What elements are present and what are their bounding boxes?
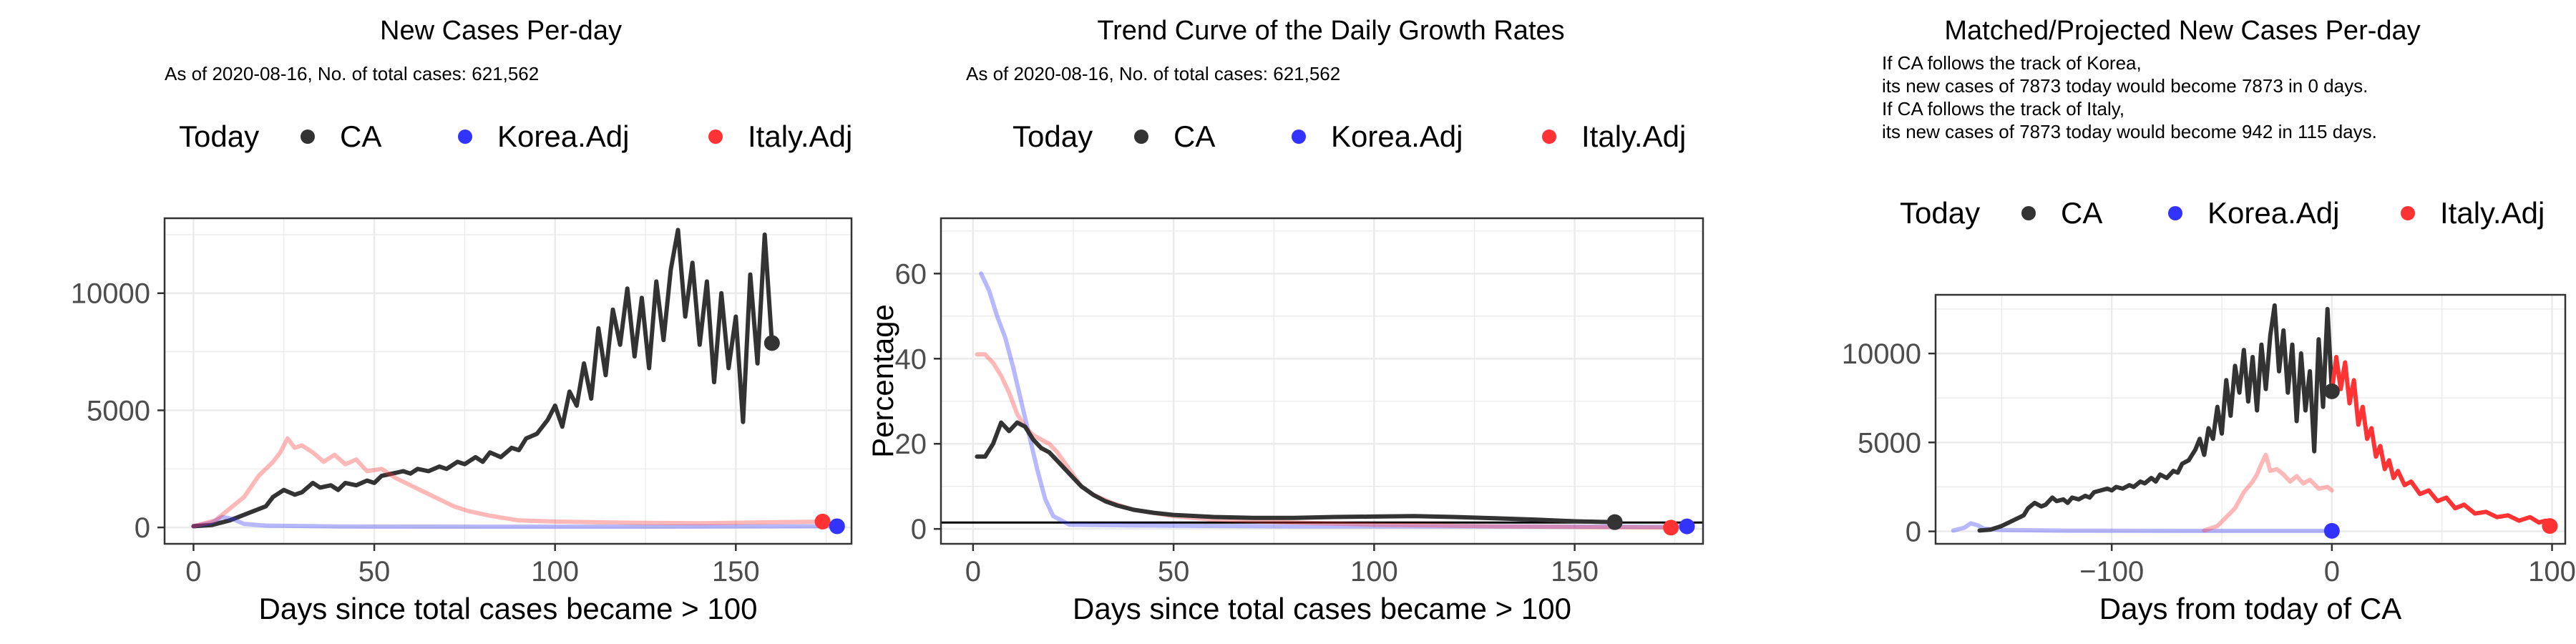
x-tick-label: 150 bbox=[1551, 556, 1599, 587]
y-tick-label: 5000 bbox=[1858, 427, 1921, 459]
series-line-italy bbox=[191, 436, 825, 529]
y-tick-label: 0 bbox=[911, 514, 927, 545]
legend-key-korea-adj bbox=[458, 130, 472, 144]
plot-frame bbox=[940, 217, 1704, 545]
series-line-korea bbox=[191, 514, 839, 530]
y-axis-label: Percentage bbox=[866, 304, 899, 458]
chart-subtitle: If CA follows the track of Korea, bbox=[1882, 52, 2142, 74]
y-tick-label: 60 bbox=[895, 258, 927, 290]
chart-panel-3: Matched/Projected New Cases Per-day If CA… bbox=[1842, 16, 2576, 625]
y-tick-label: 10000 bbox=[71, 278, 150, 310]
grid bbox=[165, 218, 852, 544]
chart-subtitle: If CA follows the track of Italy, bbox=[1882, 98, 2124, 119]
series-line-ca bbox=[191, 228, 774, 529]
legend: Today CA Korea.Adj Italy.Adj bbox=[1013, 119, 1686, 153]
today-point-italy bbox=[2542, 518, 2558, 535]
chart-title: New Cases Per-day bbox=[380, 16, 622, 46]
today-point-korea bbox=[1679, 518, 1695, 535]
x-tick-label: 50 bbox=[1158, 556, 1190, 587]
y-tick-label: 20 bbox=[895, 429, 927, 460]
series-line-ca bbox=[975, 420, 1617, 525]
series-line-italy bbox=[975, 352, 1674, 530]
legend-key-italy-adj bbox=[1542, 130, 1556, 144]
legend-label: CA bbox=[1174, 119, 1215, 153]
chart-panel-1: New Cases Per-day As of 2020-08-16, No. o… bbox=[71, 16, 853, 625]
legend-label: Italy.Adj bbox=[2440, 196, 2545, 230]
x-tick-label: 0 bbox=[2324, 556, 2340, 587]
legend-title: Today bbox=[1013, 119, 1093, 153]
legend-key-korea-adj bbox=[1292, 130, 1306, 144]
plot-frame bbox=[1934, 293, 2567, 545]
chart-subtitle: As of 2020-08-16, No. of total cases: 62… bbox=[165, 63, 539, 84]
legend: Today CA Korea.Adj Italy.Adj bbox=[179, 119, 852, 153]
legend-label: Korea.Adj bbox=[1331, 119, 1463, 153]
today-point-italy bbox=[1663, 519, 1679, 536]
legend-label: Korea.Adj bbox=[497, 119, 629, 153]
today-point-ca bbox=[1606, 514, 1623, 530]
chart-title: Matched/Projected New Cases Per-day bbox=[1944, 16, 2420, 46]
today-point-korea bbox=[2323, 522, 2340, 539]
legend-key-italy-adj bbox=[708, 130, 723, 144]
y-tick-label: 10000 bbox=[1842, 338, 1921, 370]
x-axis-label: Days from today of CA bbox=[2099, 592, 2401, 625]
today-point-italy bbox=[814, 513, 831, 530]
chart-subtitle: its new cases of 7873 today would become… bbox=[1882, 121, 2377, 142]
x-tick-label: 50 bbox=[358, 556, 391, 587]
legend-label: Italy.Adj bbox=[748, 119, 852, 153]
x-axis-label: Days since total cases became > 100 bbox=[259, 592, 758, 625]
legend-title: Today bbox=[179, 119, 259, 153]
series-line-korea bbox=[1951, 521, 2334, 533]
chart-panel-2: Trend Curve of the Daily Growth Rates As … bbox=[866, 16, 1704, 625]
legend-key-ca bbox=[301, 130, 315, 144]
legend-label: Italy.Adj bbox=[1581, 119, 1686, 153]
chart-subtitle: its new cases of 7873 today would become… bbox=[1882, 75, 2368, 97]
x-tick-label: 0 bbox=[965, 556, 981, 587]
grid bbox=[1936, 295, 2565, 544]
legend-label: CA bbox=[2061, 196, 2102, 230]
legend-label: Korea.Adj bbox=[2207, 196, 2339, 230]
series-line-korea bbox=[979, 271, 1682, 530]
today-point-ca bbox=[763, 335, 780, 351]
x-tick-label: 150 bbox=[712, 556, 760, 587]
today-point-korea bbox=[829, 518, 845, 535]
series-line-italy bbox=[2202, 452, 2334, 533]
grid bbox=[941, 218, 1703, 544]
x-tick-label: 100 bbox=[1350, 556, 1398, 587]
chart-title: Trend Curve of the Daily Growth Rates bbox=[1097, 16, 1564, 46]
x-tick-label: 0 bbox=[185, 556, 201, 587]
plot-frame bbox=[163, 217, 853, 545]
series-line-italy bbox=[2329, 355, 2552, 529]
legend: Today CA Korea.Adj Italy.Adj bbox=[1900, 196, 2545, 230]
x-tick-label: 100 bbox=[2528, 556, 2576, 587]
legend-title: Today bbox=[1900, 196, 1980, 230]
today-point-ca bbox=[2323, 383, 2340, 399]
x-axis-label: Days since total cases became > 100 bbox=[1073, 592, 1571, 625]
series-line-ca bbox=[1977, 303, 2334, 533]
legend-key-ca bbox=[2021, 206, 2036, 220]
y-tick-label: 0 bbox=[135, 512, 150, 544]
y-tick-label: 40 bbox=[895, 343, 927, 375]
x-tick-label: 100 bbox=[531, 556, 579, 587]
legend-label: CA bbox=[340, 119, 381, 153]
y-tick-label: 5000 bbox=[87, 395, 150, 426]
legend-key-ca bbox=[1134, 130, 1148, 144]
x-tick-label: −100 bbox=[2079, 556, 2144, 587]
chart-subtitle: As of 2020-08-16, No. of total cases: 62… bbox=[966, 63, 1340, 84]
legend-key-korea-adj bbox=[2168, 206, 2182, 220]
y-tick-label: 0 bbox=[1906, 517, 1921, 548]
legend-key-italy-adj bbox=[2401, 206, 2415, 220]
